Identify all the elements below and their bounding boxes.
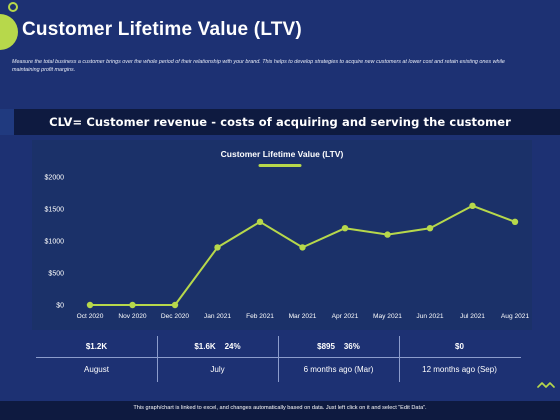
data-point	[469, 202, 476, 209]
series-line	[90, 204, 516, 306]
ltv-line-chart[interactable]: Customer Lifetime Value (LTV) $0 $500 $1000…	[32, 140, 532, 330]
x-tick-label: Jan 2021	[204, 313, 231, 320]
stats-divider-vertical	[278, 336, 279, 382]
data-point	[384, 231, 391, 238]
stat-value-twelve-months: $0	[399, 342, 520, 351]
decorative-circle	[0, 14, 18, 50]
x-tick-label: Jul 2021	[460, 313, 485, 320]
zigzag-decoration	[537, 382, 555, 388]
data-point	[299, 244, 306, 251]
x-tick-label: Jun 2021	[416, 313, 443, 320]
x-tick-label: Apr 2021	[332, 313, 359, 320]
stat-value-july: $1.6K 24%	[157, 342, 278, 351]
stat-amount: $0	[455, 342, 464, 351]
x-tick-label: Oct 2020	[77, 313, 104, 320]
y-tick-label: $1500	[45, 207, 65, 214]
page-description: Measure the total business a customer br…	[12, 59, 505, 73]
stats-divider-vertical	[157, 336, 158, 382]
footer-note: This graph/chart is linked to excel, and…	[133, 405, 427, 411]
x-tick-label: Dec 2020	[161, 313, 190, 320]
stat-label-august: August	[84, 365, 109, 374]
stat-value-six-months: $895 36%	[278, 342, 399, 351]
stat-amount: $1.2K	[85, 342, 108, 351]
data-point	[129, 301, 136, 309]
x-tick-label: May 2021	[373, 313, 402, 320]
stats-table: $1.2K $1.6K 24% $895 36% $0 August July …	[36, 336, 521, 386]
formula-band-accent	[0, 109, 14, 135]
data-point	[256, 218, 264, 225]
y-tick-label: $1000	[45, 239, 65, 246]
decorative-ring	[8, 2, 18, 12]
stat-percent: 24%	[224, 342, 241, 351]
stat-label-six-months: 6 months ago (Mar)	[303, 365, 374, 374]
formula-band: CLV= Customer revenue - costs of acquiri…	[0, 109, 560, 135]
chart-panel[interactable]: Customer Lifetime Value (LTV) $0 $500 $1000…	[32, 140, 532, 330]
chart-title: Customer Lifetime Value (LTV)	[221, 149, 344, 159]
y-tick-label: $0	[56, 303, 64, 310]
stat-amount: $895	[317, 342, 335, 351]
data-point	[511, 218, 519, 225]
y-tick-label: $500	[48, 271, 64, 278]
data-point	[86, 301, 94, 309]
stat-amount: $1.6K	[194, 342, 216, 351]
x-tick-label: Aug 2021	[501, 313, 530, 320]
stat-percent: 36%	[343, 342, 360, 351]
x-tick-label: Mar 2021	[289, 313, 317, 320]
data-point	[341, 225, 349, 232]
stats-divider-vertical	[399, 336, 400, 382]
y-tick-label: $2000	[45, 175, 65, 182]
x-tick-label: Nov 2020	[118, 313, 147, 320]
stat-label-twelve-months: 12 months ago (Sep)	[422, 365, 497, 374]
data-point	[426, 225, 434, 232]
stat-label-july: July	[210, 365, 225, 374]
x-tick-label: Feb 2021	[246, 313, 274, 320]
footer-band: This graph/chart is linked to excel, and…	[0, 401, 560, 420]
stat-value-august: $1.2K	[36, 342, 157, 351]
data-point	[171, 301, 179, 309]
data-point	[214, 244, 221, 251]
formula-text: CLV= Customer revenue - costs of acquiri…	[49, 115, 511, 129]
page-title: Customer Lifetime Value (LTV)	[22, 19, 302, 40]
